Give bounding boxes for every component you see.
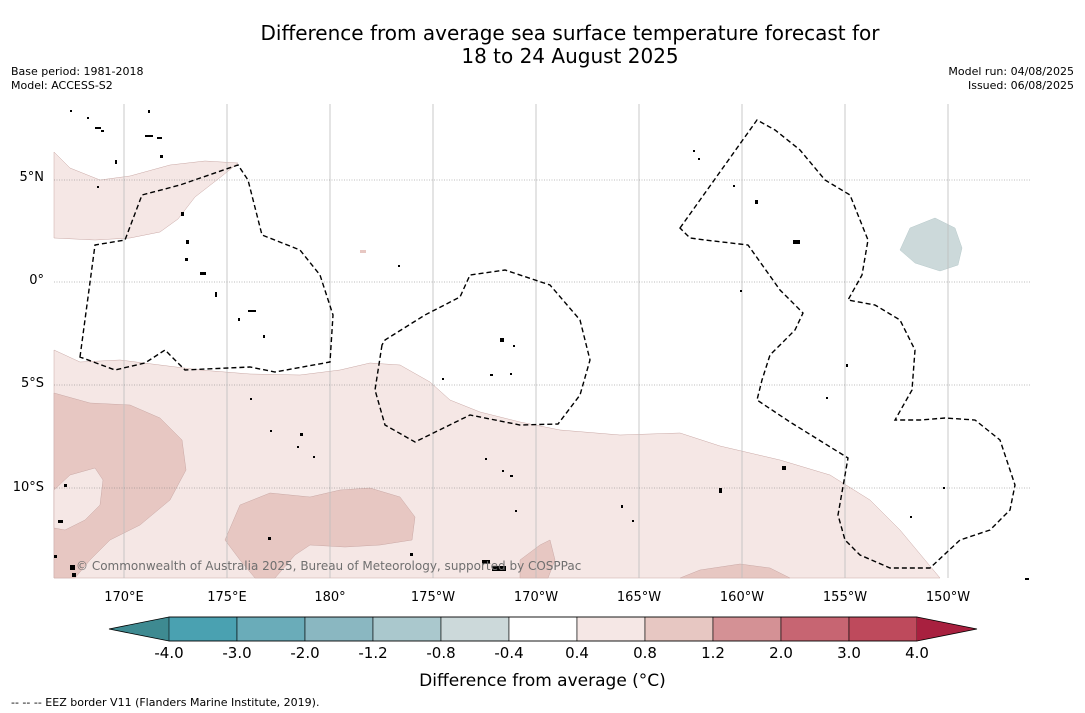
lon-label-170W: 170°W [513, 590, 559, 605]
colorbar-tick: 2.0 [769, 644, 793, 662]
colorbar-tick: 1.2 [701, 644, 725, 662]
colorbar-tick: 3.0 [837, 644, 861, 662]
colorbar-extend-low [109, 617, 169, 641]
colorbar-tick: -1.2 [358, 644, 388, 662]
colorbar-tick: -2.0 [290, 644, 320, 662]
colorbar-segment [440, 616, 510, 642]
colorbar-segment [236, 616, 306, 642]
colorbar-tick: -0.4 [494, 644, 524, 662]
anomaly-region-light [53, 151, 239, 241]
base-period: Base period: 1981-2018 [11, 65, 144, 78]
colorbar-segment [168, 616, 238, 642]
lat-label-0: 0° [29, 273, 44, 288]
colorbar-outline [108, 616, 978, 642]
copyright-notice: © Commonwealth of Australia 2025, Bureau… [76, 559, 582, 573]
colorbar-segment [712, 616, 782, 642]
lat-label-10S: 10°S [12, 480, 44, 495]
meta-left: Base period: 1981-2018 Model: ACCESS-S2 [11, 65, 143, 93]
lon-label-155W: 155°W [822, 590, 868, 605]
chart-title: Difference from average sea surface temp… [0, 22, 1085, 68]
colorbar-segment [508, 616, 578, 642]
colorbar-segment [780, 616, 850, 642]
anomaly-region-medium-5 [679, 563, 791, 579]
lon-label-150W: 150°W [925, 590, 971, 605]
lon-label-180: 180° [314, 590, 346, 605]
colorbar-tick: 4.0 [905, 644, 929, 662]
title-line-1: Difference from average sea surface temp… [260, 21, 880, 45]
lon-label-175W: 175°W [410, 590, 456, 605]
colorbar-tick: 0.4 [565, 644, 589, 662]
anomaly-region-medium-1 [53, 392, 187, 579]
colorbar-segment [644, 616, 714, 642]
lon-label-160W: 160°W [719, 590, 765, 605]
anomaly-region-medium-4 [519, 539, 556, 579]
lon-label-170E: 170°E [104, 590, 144, 605]
colorbar-segment [848, 616, 918, 642]
model-run: Model run: 04/08/2025 [948, 65, 1074, 78]
issued-date: Issued: 06/08/2025 [967, 79, 1074, 92]
lon-label-175E: 175°E [207, 590, 247, 605]
lat-label-5S: 5°S [20, 376, 44, 391]
longitude-gridlines [123, 104, 949, 578]
title-line-2: 18 to 24 August 2025 [461, 44, 679, 68]
colorbar-tick: 0.8 [633, 644, 657, 662]
anomaly-region-medium-2 [53, 467, 104, 531]
eez-borders [79, 119, 1016, 569]
colorbar-tick: -4.0 [154, 644, 184, 662]
lat-label-5N: 5°N [19, 170, 45, 185]
colorbar-title: Difference from average (°C) [419, 671, 666, 691]
colorbar-tick: -3.0 [222, 644, 252, 662]
anomaly-region-medium-3 [224, 487, 416, 579]
colorbar-segment [304, 616, 374, 642]
colorbar-extend-high [917, 617, 977, 641]
anomaly-region-cool [899, 217, 963, 272]
islands [54, 110, 1029, 580]
colorbar-segment [372, 616, 442, 642]
colorbar-tick: -0.8 [426, 644, 456, 662]
colorbar-segment [576, 616, 646, 642]
meta-right: Model run: 04/08/2025 Issued: 06/08/2025 [948, 65, 1074, 93]
model-name: Model: ACCESS-S2 [11, 79, 113, 92]
eez-footnote: -- -- -- EEZ border V11 (Flanders Marine… [11, 696, 320, 709]
lon-label-165W: 165°W [616, 590, 662, 605]
